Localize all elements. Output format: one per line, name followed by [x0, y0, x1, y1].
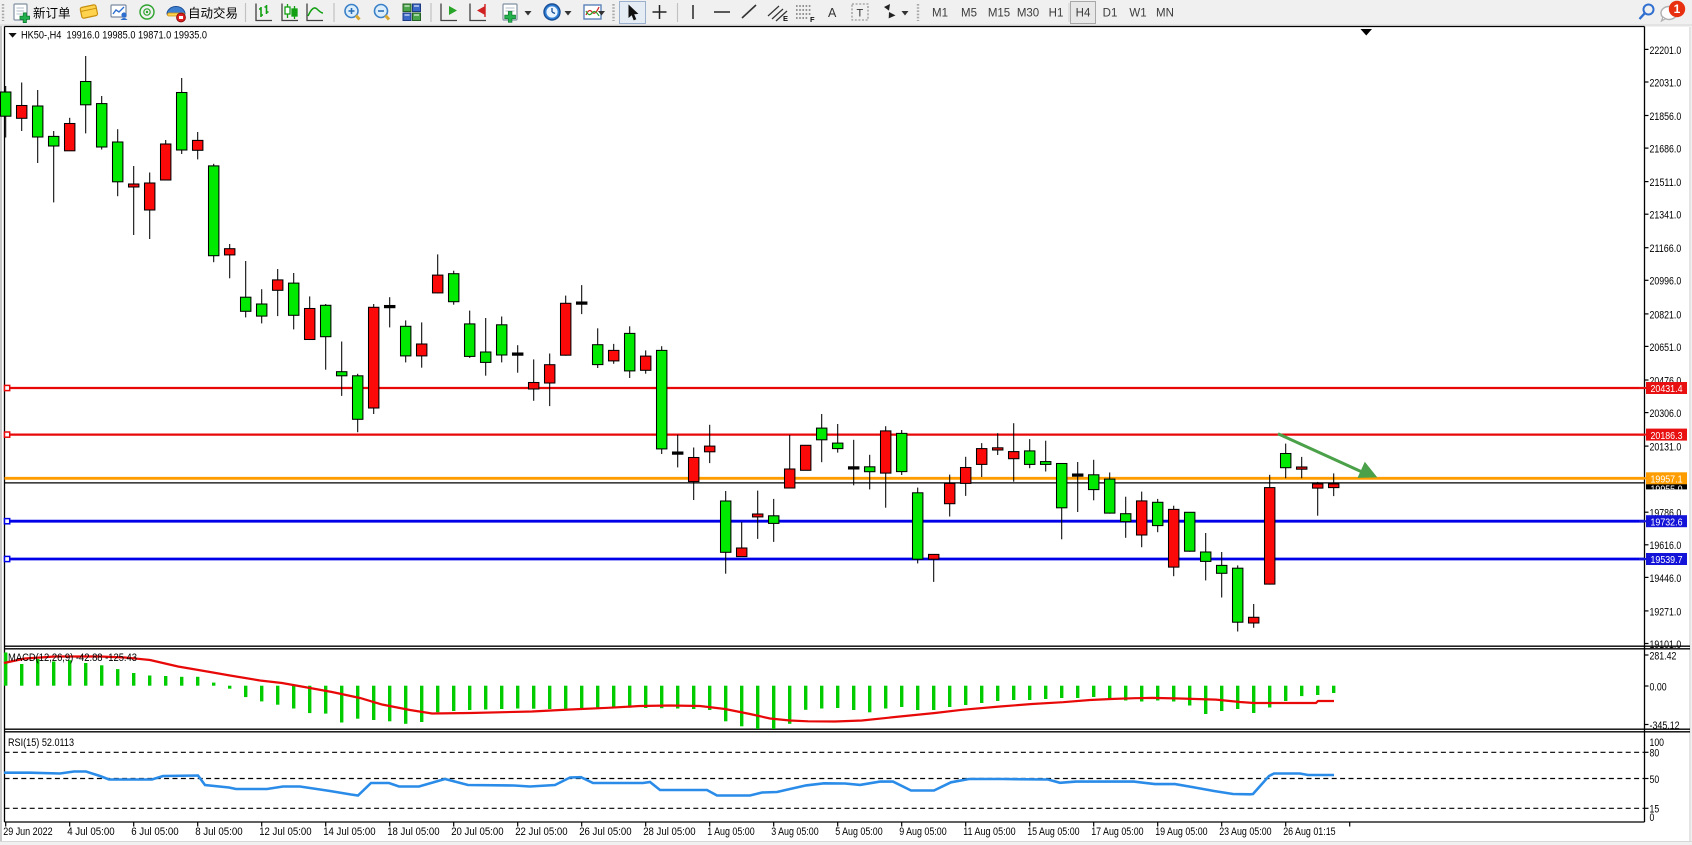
svg-text:12 Jul 05:00: 12 Jul 05:00 — [259, 826, 311, 838]
svg-text:21511.0: 21511.0 — [1650, 177, 1682, 189]
svg-text:19616.0: 19616.0 — [1650, 540, 1682, 552]
svg-text:M30: M30 — [1017, 8, 1039, 20]
svg-text:19 Aug 05:00: 19 Aug 05:00 — [1155, 826, 1207, 838]
svg-text:29 Jun 2022: 29 Jun 2022 — [3, 826, 53, 838]
svg-text:23 Aug 05:00: 23 Aug 05:00 — [1219, 826, 1271, 838]
svg-text:6 Jul 05:00: 6 Jul 05:00 — [131, 826, 179, 838]
svg-text:D1: D1 — [1103, 8, 1118, 20]
svg-text:50: 50 — [1650, 774, 1660, 786]
svg-text:-345.12: -345.12 — [1650, 720, 1680, 732]
svg-text:RSI(15) 52.0113: RSI(15) 52.0113 — [8, 737, 74, 749]
svg-text:28 Jul 05:00: 28 Jul 05:00 — [643, 826, 695, 838]
svg-text:H4: H4 — [1076, 8, 1091, 20]
svg-text:T: T — [857, 8, 864, 20]
svg-text:19271.0: 19271.0 — [1650, 606, 1682, 618]
svg-text:W1: W1 — [1129, 8, 1146, 20]
svg-text:5 Aug 05:00: 5 Aug 05:00 — [835, 826, 883, 838]
svg-text:20996.0: 20996.0 — [1650, 276, 1682, 288]
svg-text:15: 15 — [1650, 804, 1660, 816]
svg-text:4 Jul 05:00: 4 Jul 05:00 — [67, 826, 115, 838]
svg-text:20 Jul 05:00: 20 Jul 05:00 — [451, 826, 503, 838]
svg-text:19955.0: 19955.0 — [1651, 484, 1683, 496]
svg-text:21166.0: 21166.0 — [1650, 243, 1682, 255]
svg-text:26 Aug 01:15: 26 Aug 01:15 — [1283, 826, 1335, 838]
svg-text:0: 0 — [1650, 812, 1655, 824]
svg-text:21856.0: 21856.0 — [1650, 111, 1682, 123]
svg-text:M1: M1 — [932, 8, 948, 20]
svg-text:MN: MN — [1156, 8, 1174, 20]
svg-text:3 Aug 05:00: 3 Aug 05:00 — [771, 826, 819, 838]
svg-text:20431.4: 20431.4 — [1651, 383, 1683, 395]
svg-text:8 Jul 05:00: 8 Jul 05:00 — [195, 826, 243, 838]
svg-text:自动交易: 自动交易 — [188, 6, 238, 21]
svg-text:26 Jul 05:00: 26 Jul 05:00 — [579, 826, 631, 838]
svg-text:H1: H1 — [1049, 8, 1064, 20]
svg-text:20651.0: 20651.0 — [1650, 342, 1682, 354]
svg-text:19446.0: 19446.0 — [1650, 573, 1682, 585]
svg-text:M15: M15 — [988, 8, 1010, 20]
svg-text:19957.1: 19957.1 — [1651, 474, 1683, 486]
svg-text:18 Jul 05:00: 18 Jul 05:00 — [387, 826, 439, 838]
svg-text:21341.0: 21341.0 — [1650, 210, 1682, 222]
svg-text:F: F — [810, 15, 815, 24]
svg-text:19732.6: 19732.6 — [1651, 516, 1683, 528]
svg-text:15 Aug 05:00: 15 Aug 05:00 — [1027, 826, 1079, 838]
svg-text:11 Aug 05:00: 11 Aug 05:00 — [963, 826, 1015, 838]
svg-text:100: 100 — [1650, 737, 1665, 749]
svg-text:M5: M5 — [961, 8, 977, 20]
svg-text:22201.0: 22201.0 — [1650, 45, 1682, 57]
svg-text:1: 1 — [1674, 2, 1681, 16]
svg-text:MACD(12,26,9) -42.88 -125.43: MACD(12,26,9) -42.88 -125.43 — [8, 652, 137, 664]
svg-text:20186.3: 20186.3 — [1651, 430, 1683, 442]
svg-text:20821.0: 20821.0 — [1650, 309, 1682, 321]
svg-text:0.00: 0.00 — [1650, 681, 1667, 693]
svg-text:19539.7: 19539.7 — [1651, 554, 1683, 566]
svg-text:20306.0: 20306.0 — [1650, 408, 1682, 420]
svg-text:20131.0: 20131.0 — [1650, 442, 1682, 454]
svg-text:17 Aug 05:00: 17 Aug 05:00 — [1091, 826, 1143, 838]
svg-text:22 Jul 05:00: 22 Jul 05:00 — [515, 826, 567, 838]
svg-text:E: E — [783, 14, 788, 23]
svg-text:新订单: 新订单 — [33, 6, 71, 21]
svg-text:21686.0: 21686.0 — [1650, 144, 1682, 156]
svg-text:19101.0: 19101.0 — [1650, 639, 1682, 651]
svg-text:281.42: 281.42 — [1650, 650, 1677, 662]
svg-text:22031.0: 22031.0 — [1650, 77, 1682, 89]
svg-text:1 Aug 05:00: 1 Aug 05:00 — [707, 826, 755, 838]
svg-text:A: A — [828, 6, 837, 20]
svg-text:80: 80 — [1650, 748, 1660, 760]
svg-text:9 Aug 05:00: 9 Aug 05:00 — [899, 826, 947, 838]
svg-text:HK50-,H4 19916.0 19985.0 1987: HK50-,H4 19916.0 19985.0 19871.0 19935.0 — [21, 30, 207, 42]
svg-text:14 Jul 05:00: 14 Jul 05:00 — [323, 826, 375, 838]
